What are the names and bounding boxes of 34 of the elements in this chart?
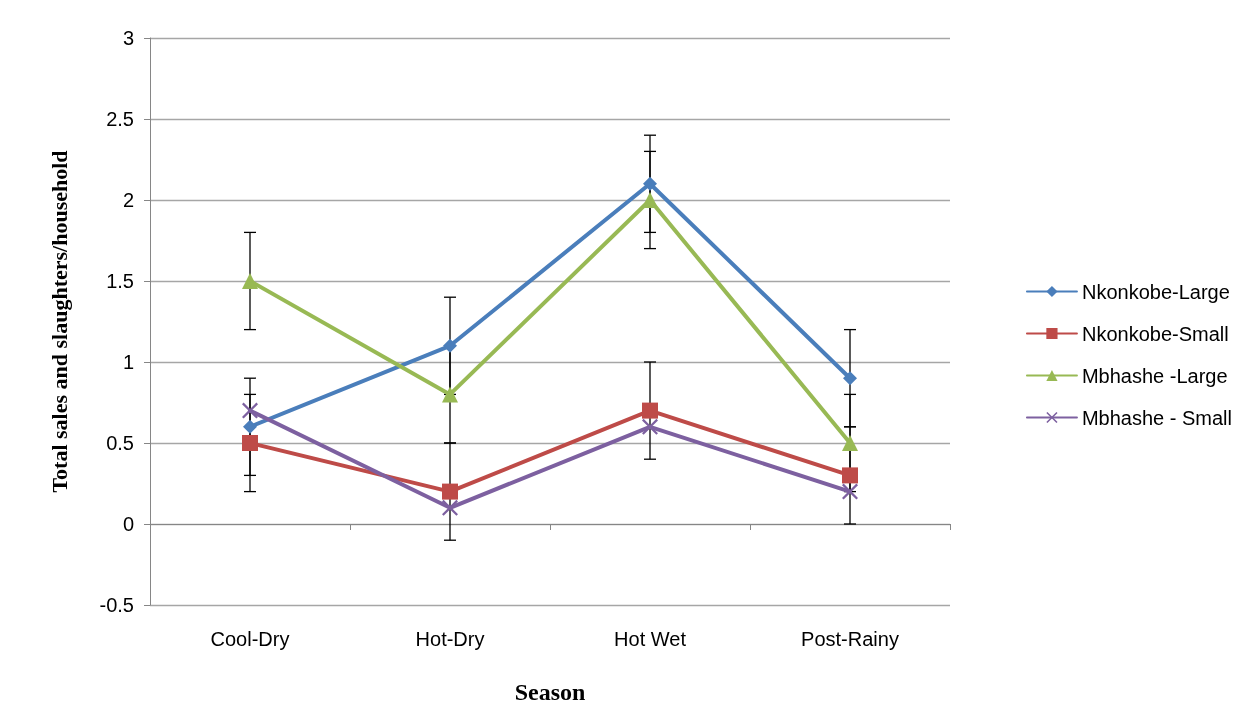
y-tick-label: 0.5 <box>106 432 134 454</box>
y-tick-label: 2.5 <box>106 108 134 130</box>
x-tick-label: Hot-Dry <box>415 628 485 650</box>
point <box>843 371 857 386</box>
point <box>642 192 658 208</box>
y-tick-label: 0 <box>122 513 134 535</box>
point <box>642 402 658 419</box>
point <box>242 435 258 451</box>
x-axis-title: Season <box>514 679 586 705</box>
point <box>442 386 458 403</box>
point <box>842 435 858 451</box>
legend-label: Nkonkobe-Small <box>1081 322 1229 345</box>
y-tick-label: 2 <box>122 189 134 211</box>
y-tick-label: 1.5 <box>106 270 134 292</box>
point <box>642 418 658 435</box>
point <box>442 483 458 500</box>
point <box>242 273 258 289</box>
point <box>443 338 457 353</box>
x-tick-label: Post-Rainy <box>801 628 899 650</box>
x-tick-label: Hot Wet <box>614 628 687 650</box>
x-tick-label: Cool-Dry <box>210 628 290 650</box>
point <box>442 499 458 516</box>
point <box>643 176 657 191</box>
y-axis-title: Total sales and slaughters/household <box>46 150 72 493</box>
y-tick-label: 1 <box>122 351 134 373</box>
y-tick-label: 3 <box>122 27 134 49</box>
legend-label: Mbhashe - Small <box>1081 406 1232 429</box>
point <box>243 419 257 434</box>
legend-label: Nkonkobe-Large <box>1081 280 1230 303</box>
point <box>242 402 258 419</box>
legend-label: Mbhashe -Large <box>1081 364 1228 387</box>
point <box>842 483 858 500</box>
point <box>842 467 858 484</box>
y-tick-label: -0.5 <box>99 594 134 616</box>
